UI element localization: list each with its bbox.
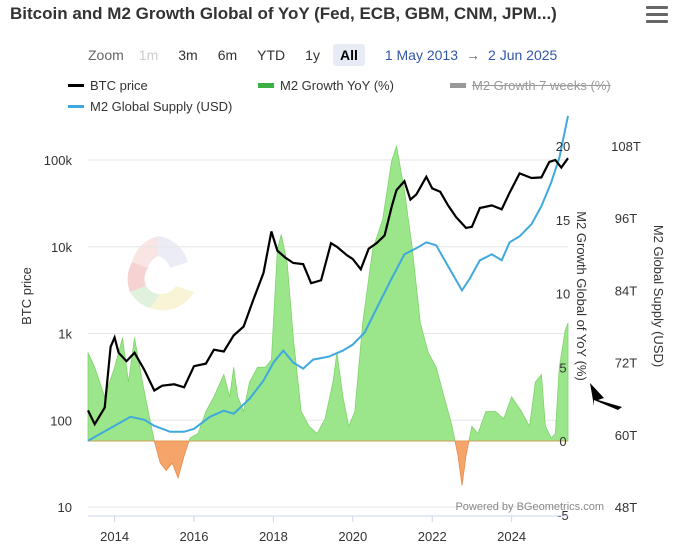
zoom-6m-button[interactable]: 6m: [217, 47, 238, 63]
legend-btc-label: BTC price: [90, 78, 148, 93]
growth-axis-tick-label: -5: [557, 508, 569, 523]
btc-axis-tick-label: 100: [50, 413, 72, 428]
axes: 10 100 1k 10k 100k -5 0 5 10 15 20 48T 60T 72T 84T 96T 1…: [19, 139, 666, 544]
btc-axis-tick-label: 10: [58, 500, 72, 515]
x-axis-tick-label: 2018: [259, 529, 288, 544]
btc-price-path: [87, 157, 569, 427]
m2-supply-path: [87, 115, 569, 442]
range-selector: Zoom 1m 3m 6m YTD 1y All 1 May 2013 → 2 …: [88, 44, 557, 66]
supply-axis-title: M2 Global Supply (USD): [651, 225, 666, 367]
supply-axis-tick-label: 84T: [615, 283, 637, 298]
x-axis-tick-label: 2016: [180, 529, 209, 544]
hamburger-menu-icon[interactable]: [646, 6, 668, 26]
m2-growth-positive-area: [87, 145, 569, 442]
btc-axis-tick-label: 10k: [51, 240, 72, 255]
x-axis-tick-label: 2024: [497, 529, 526, 544]
watermark-logo: [127, 236, 194, 311]
growth-axis-tick-label: 10: [556, 287, 570, 302]
m2-growth-area: [87, 145, 569, 486]
growth-axis-tick-label: 15: [556, 213, 570, 228]
zoom-1m-button[interactable]: 1m: [138, 47, 159, 63]
growth-axis-tick-label: 20: [556, 139, 570, 154]
range-from-date[interactable]: 1 May 2013: [384, 47, 459, 63]
zoom-all-button[interactable]: All: [332, 44, 365, 66]
supply-axis-tick-label: 48T: [615, 500, 637, 515]
credit-text[interactable]: Powered by BGeometrics.com: [455, 501, 604, 513]
supply-axis-tick-label: 96T: [615, 211, 637, 226]
legend-m2-growth[interactable]: M2 Growth YoY (%): [258, 78, 394, 93]
legend-line-icon: [68, 105, 84, 108]
m2-growth-negative-area: [88, 440, 568, 486]
legend-m2-supply[interactable]: M2 Global Supply (USD): [68, 99, 232, 114]
chart-title: Bitcoin and M2 Growth Global of YoY (Fed…: [10, 4, 557, 23]
supply-axis-tick-label: 108T: [611, 139, 641, 154]
growth-axis-title: M2 Growth Global of YoY (%): [574, 211, 589, 381]
legend-m2-growth-label: M2 Growth YoY (%): [280, 78, 394, 93]
btc-price-line: [87, 157, 569, 427]
supply-axis-tick-label: 72T: [615, 356, 637, 371]
legend-m2-growth-7w[interactable]: M2 Growth 7 weeks (%): [450, 78, 611, 93]
zoom-ytd-button[interactable]: YTD: [257, 47, 286, 63]
zoom-3m-button[interactable]: 3m: [178, 47, 198, 63]
range-arrow: →: [466, 47, 481, 63]
m2-supply-line: [87, 115, 569, 442]
zoom-label: Zoom: [88, 47, 124, 63]
legend-m2-supply-label: M2 Global Supply (USD): [90, 99, 233, 114]
btc-axis-title: BTC price: [19, 267, 34, 325]
legend-line-icon: [68, 84, 84, 87]
growth-axis-tick-label: 0: [559, 434, 566, 449]
btc-axis-tick-label: 100k: [44, 153, 73, 168]
range-to-date[interactable]: 2 Jun 2025: [488, 47, 558, 63]
btc-axis-tick-label: 1k: [58, 327, 72, 342]
supply-axis-tick-label: 60T: [615, 428, 637, 443]
legend-area-icon: [258, 83, 274, 88]
growth-axis-tick-label: 5: [559, 360, 566, 375]
legend-btc-price[interactable]: BTC price: [68, 78, 148, 93]
zoom-1y-button[interactable]: 1y: [305, 47, 320, 63]
legend-m2-growth-7w-label: M2 Growth 7 weeks (%): [472, 78, 611, 93]
cursor-arrow-icon: [590, 383, 622, 410]
x-axis-tick-label: 2014: [100, 529, 129, 544]
legend-area-icon: [450, 83, 466, 88]
x-axis-tick-label: 2022: [418, 529, 447, 544]
x-axis-tick-label: 2020: [338, 529, 367, 544]
